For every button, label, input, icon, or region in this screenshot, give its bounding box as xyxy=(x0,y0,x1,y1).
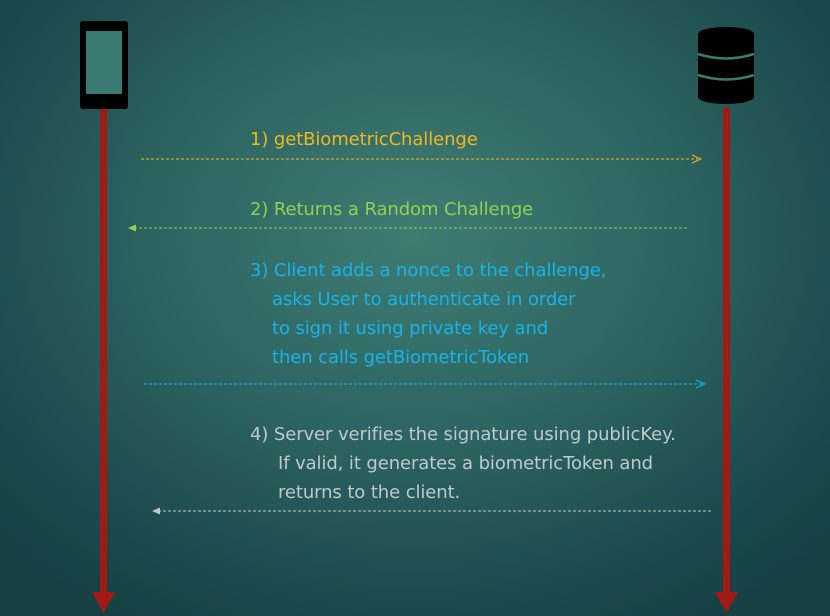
database-icon xyxy=(697,27,755,104)
message-label-4-line: returns to the client. xyxy=(278,482,461,503)
message-arrow-3 xyxy=(144,379,707,389)
message-label-4-line: If valid, it generates a biometricToken … xyxy=(278,453,654,474)
message-label-3: 3) Client adds a nonce to the challenge,… xyxy=(250,256,606,372)
message-label-3-line: then calls getBiometricToken xyxy=(272,347,529,368)
message-label-3-line: 3) Client adds a nonce to the challenge, xyxy=(250,260,607,281)
message-label-2: 2) Returns a Random Challenge xyxy=(250,195,533,224)
message-label-3-line: to sign it using private key and xyxy=(272,318,549,339)
smartphone-icon xyxy=(80,21,128,109)
client-lifeline xyxy=(92,107,115,613)
message-arrow-2 xyxy=(128,224,689,232)
message-label-4: 4) Server verifies the signature using p… xyxy=(250,420,676,507)
message-arrow-1 xyxy=(141,154,703,164)
message-label-3-line: asks User to authenticate in order xyxy=(272,289,576,310)
message-label-1-line: 1) getBiometricChallenge xyxy=(250,129,478,150)
message-label-2-line: 2) Returns a Random Challenge xyxy=(250,199,534,220)
message-label-4-line: 4) Server verifies the signature using p… xyxy=(250,424,676,445)
server-lifeline xyxy=(715,108,738,613)
message-label-1: 1) getBiometricChallenge xyxy=(250,125,478,154)
message-arrow-4 xyxy=(152,507,712,515)
